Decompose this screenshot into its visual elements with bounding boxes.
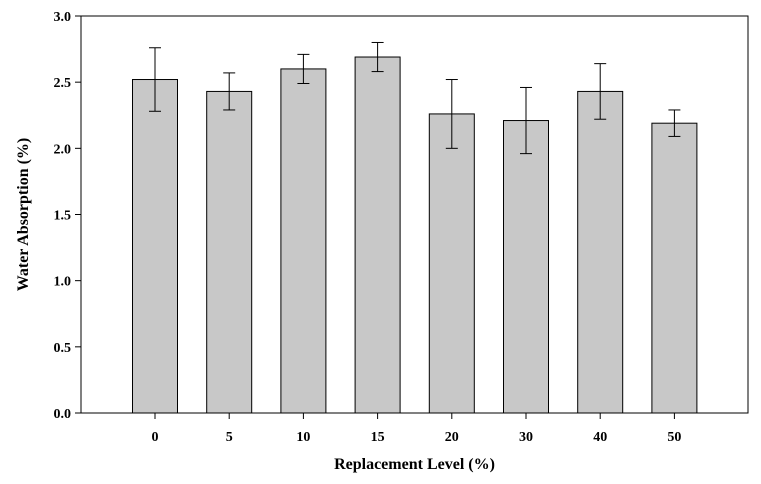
x-axis-title: Replacement Level (%) (334, 456, 495, 473)
error-bar-20 (445, 79, 458, 149)
error-bar-5 (223, 72, 236, 111)
x-tick-label: 10 (296, 430, 310, 445)
bar-20 (428, 113, 475, 414)
bar-10 (280, 68, 327, 414)
y-tick-label: 0.5 (54, 341, 72, 356)
bar-40 (577, 90, 624, 414)
x-tick-label: 15 (371, 430, 385, 445)
bar-15 (354, 56, 401, 414)
x-tick-label: 40 (593, 430, 607, 445)
x-axis-ticks: 0 5 10 15 20 30 40 50 (152, 413, 681, 445)
error-bars-group (149, 41, 681, 155)
error-bar-15 (371, 41, 384, 73)
x-tick-label: 30 (519, 430, 533, 445)
y-tick-label: 1.0 (54, 275, 72, 290)
y-tick-label: 1.5 (54, 209, 72, 224)
error-bar-30 (520, 86, 532, 155)
y-tick-label: 3.0 (54, 10, 72, 25)
y-axis-title: Water Absorption (%) (15, 138, 32, 291)
x-tick-label: 0 (152, 430, 159, 445)
x-tick-label: 5 (226, 430, 233, 445)
y-tick-label: 0.0 (54, 407, 72, 422)
plot-frame (80, 15, 749, 414)
y-axis-ticks: 0.0 0.5 1.0 1.5 2.0 2.5 3.0 (54, 10, 81, 422)
x-tick-label: 20 (445, 430, 459, 445)
error-bar-50 (668, 109, 681, 137)
y-tick-label: 2.5 (54, 76, 72, 91)
x-tick-label: 50 (667, 430, 681, 445)
error-bar-0 (149, 47, 161, 112)
bar-30 (503, 120, 549, 414)
bar-5 (206, 90, 253, 414)
bar-50 (651, 122, 698, 414)
bars-group (132, 56, 698, 414)
error-bar-40 (594, 63, 607, 120)
error-bar-10 (297, 53, 310, 84)
bar-0 (132, 79, 178, 414)
y-tick-label: 2.0 (54, 142, 72, 157)
